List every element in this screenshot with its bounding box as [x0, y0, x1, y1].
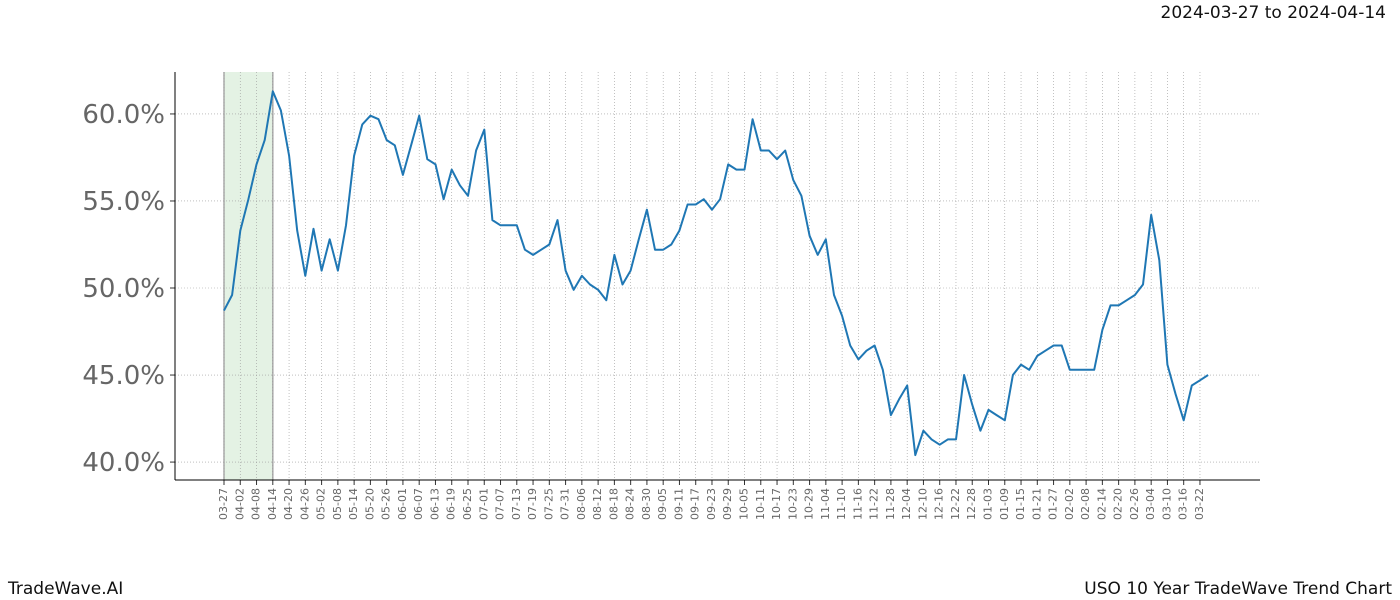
x-tick-label: 04-08 — [250, 488, 263, 520]
x-tick-label: 09-23 — [705, 488, 718, 520]
x-tick-label: 12-22 — [949, 488, 962, 520]
x-tick-label: 06-25 — [461, 488, 474, 520]
x-tick-label: 08-24 — [624, 488, 637, 520]
y-tick-label: 40.0% — [82, 448, 165, 478]
x-tick-label: 12-04 — [900, 488, 913, 520]
x-tick-label: 10-17 — [770, 488, 783, 520]
x-tick-label: 02-14 — [1095, 488, 1108, 520]
x-tick-label: 05-08 — [331, 488, 344, 520]
footer-left: TradeWave.AI — [7, 579, 123, 599]
x-tick-label: 12-10 — [916, 488, 929, 520]
x-tick-label: 02-08 — [1079, 488, 1092, 520]
footer-right: USO 10 Year TradeWave Trend Chart — [1084, 579, 1392, 599]
y-tick-label: 60.0% — [82, 100, 165, 130]
x-tick-label: 01-15 — [1014, 488, 1027, 520]
x-tick-label: 07-07 — [494, 488, 507, 520]
y-tick-label: 50.0% — [82, 274, 165, 304]
chart-title: 2024-03-27 to 2024-04-14 — [1161, 3, 1386, 23]
x-tick-label: 06-01 — [396, 488, 409, 520]
x-tick-label: 03-27 — [217, 488, 230, 520]
x-tick-label: 07-13 — [510, 488, 523, 520]
x-tick-label: 01-27 — [1047, 488, 1060, 520]
trend-line — [223, 90, 1209, 457]
x-tick-label: 06-07 — [412, 488, 425, 520]
x-tick-label: 02-20 — [1112, 488, 1125, 520]
x-tick-label: 11-16 — [851, 488, 864, 520]
x-tick-label: 09-11 — [672, 488, 685, 520]
x-tick-label: 03-04 — [1144, 488, 1157, 520]
x-tick-label: 06-13 — [428, 488, 441, 520]
x-tick-label: 04-14 — [266, 488, 279, 520]
x-tick-label: 05-14 — [347, 488, 360, 520]
x-tick-label: 06-19 — [445, 488, 458, 520]
x-tick-label: 10-05 — [738, 488, 751, 520]
x-tick-label: 08-06 — [575, 488, 588, 520]
x-tick-label: 12-16 — [933, 488, 946, 520]
x-tick-label: 03-10 — [1160, 488, 1173, 520]
y-tick-label: 45.0% — [82, 361, 165, 391]
x-tick-label: 01-03 — [982, 488, 995, 520]
x-tick-label: 02-26 — [1128, 488, 1141, 520]
x-tick-label: 10-11 — [754, 488, 767, 520]
x-tick-label: 01-09 — [998, 488, 1011, 520]
x-tick-label: 08-30 — [640, 488, 653, 520]
x-tick-label: 10-23 — [786, 488, 799, 520]
x-tick-label: 08-18 — [607, 488, 620, 520]
y-tick-label: 55.0% — [82, 187, 165, 217]
x-tick-label: 09-05 — [656, 488, 669, 520]
x-tick-label: 04-20 — [282, 488, 295, 520]
x-tick-label: 09-29 — [721, 488, 734, 520]
x-tick-label: 07-19 — [526, 488, 539, 520]
x-tick-label: 10-29 — [803, 488, 816, 520]
x-tick-label: 07-31 — [559, 488, 572, 520]
x-tick-label: 07-25 — [542, 488, 555, 520]
x-tick-label: 12-28 — [965, 488, 978, 520]
x-tick-label: 08-12 — [591, 488, 604, 520]
x-tick-label: 11-28 — [884, 488, 897, 520]
x-tick-label: 05-26 — [380, 488, 393, 520]
x-tick-label: 04-02 — [233, 488, 246, 520]
x-tick-label: 05-20 — [363, 488, 376, 520]
x-tick-label: 07-01 — [477, 488, 490, 520]
x-tick-label: 11-22 — [868, 488, 881, 520]
x-tick-label: 04-26 — [298, 488, 311, 520]
x-tick-label: 03-22 — [1193, 488, 1206, 520]
x-tick-label: 03-16 — [1177, 488, 1190, 520]
x-tick-label: 11-10 — [835, 488, 848, 520]
x-tick-label: 11-04 — [819, 488, 832, 520]
x-tick-label: 01-21 — [1030, 488, 1043, 520]
x-tick-label: 09-17 — [689, 488, 702, 520]
x-tick-label: 02-02 — [1063, 488, 1076, 520]
x-tick-label: 05-02 — [315, 488, 328, 520]
